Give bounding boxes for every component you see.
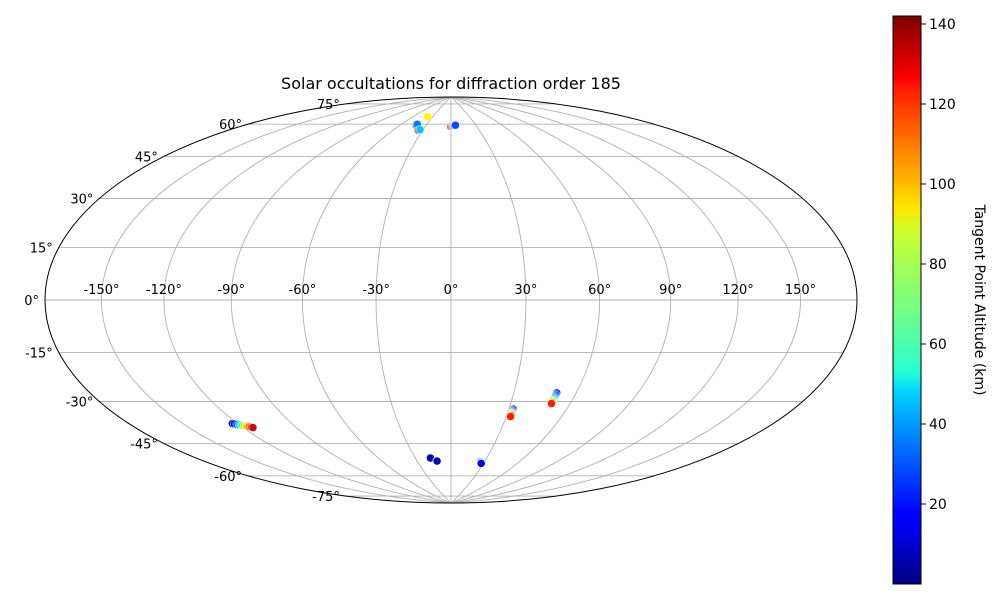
lon-tick-label: -30° [362, 283, 390, 298]
lon-tick-label: -150° [83, 283, 119, 298]
data-points [228, 112, 561, 468]
lon-tick-label: -90° [217, 283, 245, 298]
lat-tick-label: -60° [214, 470, 242, 485]
chart-title: Solar occultations for diffraction order… [281, 74, 621, 93]
occultation-point [547, 399, 556, 408]
lat-tick-label: 15° [30, 242, 53, 257]
latitude-tick-labels: -75° -60° -45° -30° -15° 0° 15° 30° 45° 60° 75° [24, 98, 340, 505]
lat-tick-label: 75° [317, 98, 340, 113]
lon-tick-label: -60° [289, 283, 317, 298]
plot-area [44, 96, 858, 504]
lon-tick-label: 150° [785, 283, 816, 298]
lon-tick-label: -120° [146, 283, 182, 298]
colorbar-tick-label: 40 [929, 417, 947, 433]
colorbar-label: Tangent Point Altitude (km) [971, 203, 987, 395]
map-outline [44, 96, 858, 504]
colorbar-tick-label: 60 [929, 337, 947, 353]
lat-tick-label: 30° [70, 193, 93, 208]
colorbar-tick-label: 20 [929, 497, 947, 513]
lat-tick-label: 45° [135, 151, 158, 166]
colorbar-tick-label: 120 [929, 97, 956, 113]
colorbar-tick-label: 100 [929, 177, 956, 193]
lon-tick-label: 0° [444, 283, 459, 298]
lon-tick-label: 30° [514, 283, 537, 298]
lat-tick-label: -75° [312, 490, 340, 505]
occultation-point [451, 120, 460, 130]
lat-tick-label: -15° [25, 347, 53, 362]
lon-tick-label: 120° [722, 283, 753, 298]
colorbar-ticks: 20 40 60 80 100 120 140 [921, 17, 956, 513]
colorbar-gradient [892, 15, 922, 585]
lat-tick-label: -30° [66, 396, 94, 411]
lat-tick-label: 60° [219, 118, 242, 133]
occultation-point [423, 112, 432, 121]
colorbar-tick-label: 140 [929, 17, 956, 33]
graticule [45, 97, 857, 503]
occultation-point [248, 423, 258, 432]
lat-tick-label: -45° [130, 438, 158, 453]
occultation-point [506, 412, 515, 421]
occultation-point [476, 459, 486, 468]
longitude-tick-labels: -150° -120° -90° -60° -30° 0° 30° 60° 90° 120° 150… [83, 283, 816, 298]
lon-tick-label: 60° [588, 283, 611, 298]
lat-tick-label: 0° [24, 294, 39, 309]
colorbar: 20 40 60 80 100 120 140 Tangent Point Altitude… [892, 15, 987, 585]
colorbar-tick-label: 80 [929, 257, 947, 273]
lon-tick-label: 90° [659, 283, 682, 298]
occultation-point [415, 125, 425, 134]
occultation-point [432, 456, 442, 466]
